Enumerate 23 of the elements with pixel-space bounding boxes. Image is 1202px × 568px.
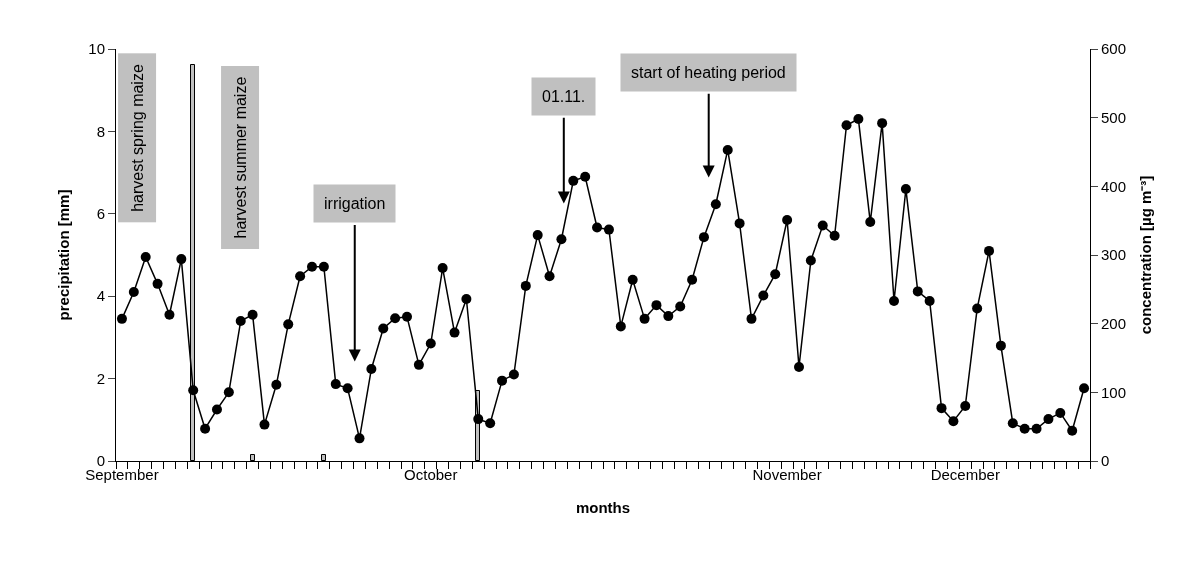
x-tick-label: December xyxy=(930,466,1000,483)
y2-tick-label: 600 xyxy=(1101,40,1127,58)
y2-axis-title: concentration [µg m⁻³] xyxy=(1137,175,1155,335)
y-tick-label: 8 xyxy=(96,122,105,140)
annotation: harvest summer maize xyxy=(231,76,249,239)
annotation: 01.11. xyxy=(542,88,586,105)
y-axis-title: precipitation [mm] xyxy=(54,189,72,321)
annotation: start of heating period xyxy=(631,64,786,81)
y2-tick-label: 100 xyxy=(1101,383,1127,401)
annotation: harvest spring maize xyxy=(128,64,146,212)
y-tick-label: 10 xyxy=(88,40,105,58)
y-tick-label: 2 xyxy=(96,369,105,387)
annotation: irrigation xyxy=(324,195,386,212)
y-tick-label: 6 xyxy=(96,205,105,223)
y2-tick-label: 200 xyxy=(1101,314,1127,332)
x-tick-label: October xyxy=(404,466,458,483)
x-tick-label: November xyxy=(752,466,822,483)
y-tick-label: 4 xyxy=(96,287,105,305)
x-axis-title: months xyxy=(575,499,631,516)
y2-tick-label: 300 xyxy=(1101,246,1127,264)
y2-tick-label: 400 xyxy=(1101,177,1127,195)
y2-tick-label: 500 xyxy=(1101,108,1127,126)
y2-tick-label: 0 xyxy=(1101,452,1110,470)
